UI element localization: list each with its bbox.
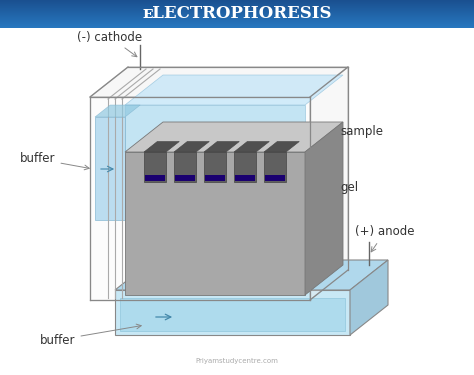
Polygon shape [204,141,239,152]
Polygon shape [125,105,305,152]
Polygon shape [174,141,210,152]
Polygon shape [350,260,388,335]
Text: sample: sample [324,126,383,141]
Polygon shape [90,97,310,300]
Polygon shape [125,75,343,105]
Polygon shape [205,175,225,181]
Polygon shape [305,122,343,295]
Polygon shape [115,260,388,290]
Polygon shape [115,290,350,335]
Text: (+) anode: (+) anode [355,225,414,252]
Polygon shape [175,175,195,181]
Polygon shape [144,152,166,182]
Polygon shape [234,152,256,182]
Polygon shape [204,152,226,182]
Polygon shape [235,175,255,181]
Polygon shape [90,67,348,97]
Polygon shape [234,141,269,152]
Polygon shape [310,67,348,300]
Text: (-) cathode: (-) cathode [77,30,143,57]
Polygon shape [264,152,286,182]
Polygon shape [144,141,179,152]
Polygon shape [174,152,196,182]
Text: ᴇLECTROPHORESIS: ᴇLECTROPHORESIS [142,6,332,22]
Polygon shape [145,175,165,181]
Text: buffer: buffer [20,153,89,170]
Polygon shape [265,175,285,181]
Polygon shape [125,122,343,152]
Polygon shape [264,141,299,152]
Text: buffer: buffer [40,324,141,346]
Polygon shape [95,105,140,117]
Text: gel: gel [317,180,358,194]
Polygon shape [120,298,345,331]
Text: Priyamstudycentre.com: Priyamstudycentre.com [196,358,278,364]
Polygon shape [125,152,305,295]
Polygon shape [95,117,125,220]
